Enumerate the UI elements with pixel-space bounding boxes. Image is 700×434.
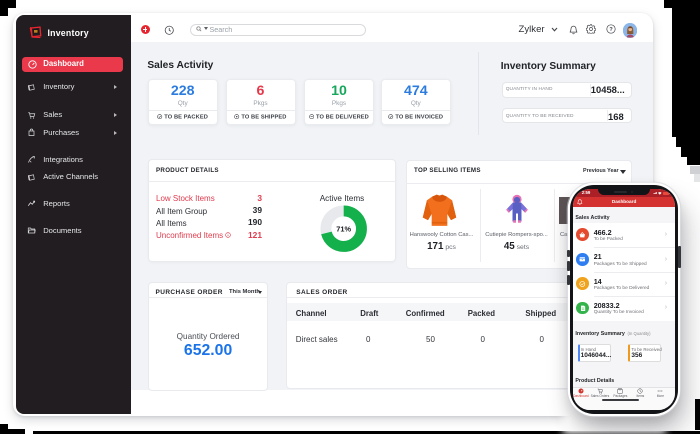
svg-text:71%: 71% [336,225,351,234]
svg-text:?: ? [609,27,613,33]
